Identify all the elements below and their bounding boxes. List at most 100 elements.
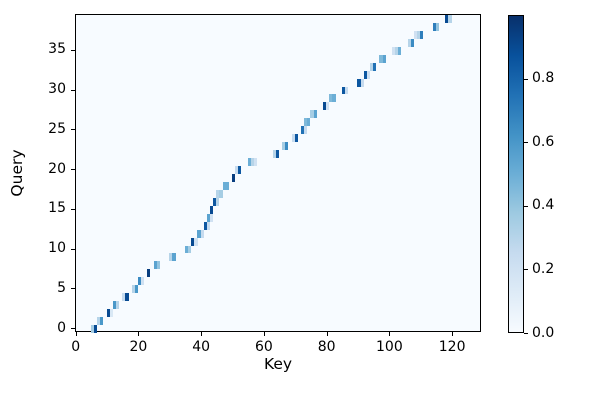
x-tick-mark: [389, 332, 391, 336]
heatmap-cell: [379, 54, 383, 63]
y-tick-label: 35: [48, 41, 66, 58]
heatmap-cell: [231, 173, 236, 182]
heatmap-cell: [282, 142, 286, 151]
heatmap-cell: [156, 261, 160, 270]
heatmap-cell: [382, 54, 386, 63]
heatmap-cell: [122, 293, 126, 302]
heatmap-cell: [313, 110, 317, 119]
heatmap-cell: [147, 269, 151, 278]
heatmap-cell: [197, 229, 201, 238]
heatmap-cell: [360, 78, 364, 87]
heatmap-cell: [322, 102, 327, 111]
y-tick-mark: [71, 248, 75, 250]
y-tick-label: 10: [48, 240, 66, 256]
heatmap-cell: [291, 134, 295, 143]
y-tick-label: 25: [48, 120, 66, 137]
y-tick-label: 0: [57, 319, 66, 336]
heatmap-cell: [153, 261, 157, 270]
heatmap-cell: [235, 166, 239, 174]
colorbar-tick-label: 0.0: [532, 324, 555, 341]
heatmap-cell: [194, 237, 198, 246]
heatmap-cell: [410, 38, 414, 47]
colorbar-gradient: [509, 16, 523, 332]
heatmap-cell: [134, 285, 138, 294]
x-tick-mark: [138, 332, 140, 336]
x-tick-mark: [75, 332, 77, 336]
heatmap-cell: [141, 277, 145, 286]
heatmap-cell: [90, 325, 94, 333]
colorbar-tick-label: 0.4: [532, 197, 555, 214]
y-tick-label: 5: [57, 279, 66, 296]
heatmap-cell: [210, 205, 214, 214]
heatmap-cell: [366, 70, 371, 79]
colorbar-tick-mark: [524, 142, 528, 144]
heatmap-cell: [275, 150, 280, 159]
heatmap-cell: [341, 86, 345, 95]
heatmap-cell: [332, 94, 336, 103]
heatmap-cell: [294, 134, 298, 143]
heatmap-cell: [216, 189, 220, 198]
y-tick-mark: [71, 169, 75, 170]
heatmap-cell: [216, 197, 220, 206]
x-tick-label: 120: [438, 339, 466, 355]
heatmap-cell: [395, 46, 399, 55]
heatmap-cell: [172, 253, 176, 262]
heatmap-cell: [247, 158, 251, 166]
y-axis-label: Query: [8, 149, 26, 197]
x-tick-mark: [201, 332, 203, 336]
x-axis-label: Key: [263, 355, 293, 373]
y-tick-mark: [71, 288, 75, 290]
colorbar-tick-mark: [524, 205, 528, 207]
heatmap-cell: [125, 293, 129, 302]
heatmap-cell: [300, 126, 305, 135]
heatmap-cell: [213, 197, 217, 206]
heatmap-cell: [417, 30, 421, 39]
heatmap-cell: [169, 253, 173, 262]
heatmap-cell: [304, 118, 308, 127]
heatmap-cell: [373, 62, 377, 71]
y-tick-label: 15: [48, 200, 66, 217]
heatmap-cell: [420, 30, 424, 39]
y-tick-mark: [71, 328, 75, 329]
heatmap-cell: [206, 221, 211, 230]
heatmap-cell: [112, 301, 116, 310]
x-tick-mark: [263, 332, 265, 336]
colorbar-tick-mark: [524, 78, 528, 80]
x-tick-mark: [452, 332, 454, 336]
heatmap-cell: [357, 78, 361, 87]
heatmap-cell: [435, 22, 440, 31]
heatmap-cell: [432, 22, 436, 31]
heatmap-cell: [344, 86, 349, 95]
colorbar-tick-mark: [524, 269, 528, 271]
heatmap-cell: [100, 317, 104, 325]
heatmap-cell: [407, 38, 411, 47]
x-tick-label: 40: [192, 339, 211, 355]
heatmap-cell: [184, 245, 189, 254]
x-tick-mark: [326, 332, 328, 336]
heatmap-cell: [304, 126, 308, 135]
y-tick-mark: [71, 89, 75, 91]
heatmap-cell: [285, 142, 289, 151]
y-tick-label: 30: [48, 81, 66, 97]
heatmap-cell: [448, 14, 452, 23]
heatmap-cell: [200, 229, 204, 238]
heatmap-cell: [445, 14, 449, 23]
colorbar-tick-label: 0.2: [532, 260, 555, 277]
heatmap-cell: [413, 30, 418, 39]
x-tick-label: 0: [71, 339, 81, 355]
y-tick-label: 20: [48, 160, 66, 177]
heatmap-cell: [238, 166, 242, 174]
heatmap-cell: [225, 181, 229, 190]
heatmap-cell: [363, 70, 367, 79]
x-tick-label: 20: [129, 339, 148, 355]
heatmap-cell: [272, 150, 276, 159]
y-tick-mark: [71, 49, 75, 51]
y-tick-mark: [71, 129, 75, 131]
colorbar-tick-label: 0.6: [532, 133, 555, 150]
x-tick-label: 80: [317, 339, 336, 355]
heatmap-cell: [203, 221, 207, 230]
heatmap-cell: [137, 277, 142, 286]
heatmap-cell: [131, 285, 135, 294]
heatmap-cell: [106, 309, 110, 318]
